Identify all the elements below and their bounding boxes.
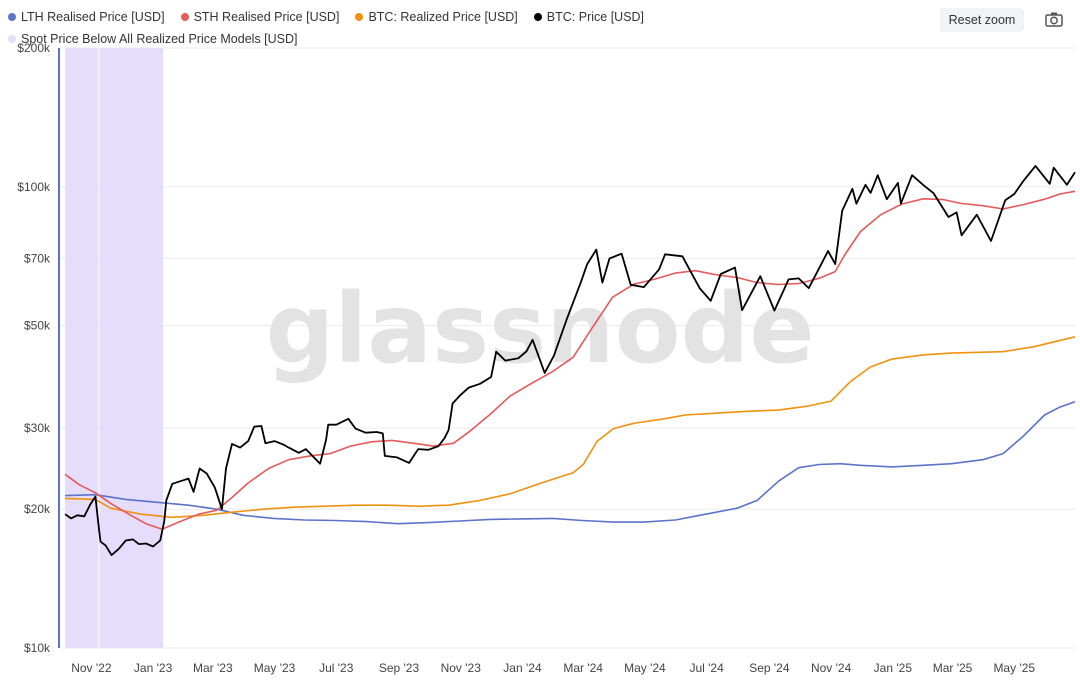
legend-marker-sth xyxy=(180,13,189,21)
shaded-region-0 xyxy=(65,48,99,648)
x-tick-label-nov-22: Nov '22 xyxy=(71,661,112,675)
legend-item-lth[interactable]: LTH Realised Price [USD] xyxy=(8,10,165,24)
x-tick-label-jul-24: Jul '24 xyxy=(689,661,724,675)
series-line-btc-realized-price-usd xyxy=(65,336,1076,519)
series-line-lth-realised-price-usd xyxy=(65,400,1076,525)
x-tick-label-jul-23: Jul '23 xyxy=(319,661,354,675)
legend-row-2: Spot Price Below All Realized Price Mode… xyxy=(8,28,908,50)
y-tick-label-50k: $50k xyxy=(24,319,51,333)
legend-marker-price xyxy=(533,13,542,21)
chart-series xyxy=(64,165,1076,556)
legend-marker-spot-below xyxy=(8,35,16,43)
watermark: glassnode xyxy=(266,273,815,385)
legend-marker-realized xyxy=(355,13,364,21)
x-tick-label-jan-25: Jan '25 xyxy=(874,661,913,675)
legend-marker-lth xyxy=(8,13,16,21)
y-tick-label-70k: $70k xyxy=(24,251,51,265)
y-axis-ticks: $10k $20k $30k $50k $70k $100k $200k xyxy=(17,41,51,655)
x-tick-label-jan-23: Jan '23 xyxy=(134,661,173,675)
x-tick-label-may-24: May '24 xyxy=(624,661,666,675)
shaded-region-1 xyxy=(99,48,164,648)
reset-zoom-button[interactable]: Reset zoom xyxy=(940,8,1024,32)
x-tick-label-nov-24: Nov '24 xyxy=(811,661,852,675)
series-line-btc-price-usd xyxy=(64,165,1076,556)
x-tick-label-mar-24: Mar '24 xyxy=(563,661,603,675)
x-tick-label-sep-24: Sep '24 xyxy=(749,661,790,675)
legend-label-realized: BTC: Realized Price [USD] xyxy=(368,10,518,24)
legend-label-price: BTC: Price [USD] xyxy=(546,10,645,24)
x-tick-label-sep-23: Sep '23 xyxy=(379,661,420,675)
y-tick-label-100k: $100k xyxy=(17,180,51,194)
series-line-sth-realised-price-usd xyxy=(64,190,1076,530)
chart-gridlines xyxy=(60,47,1076,649)
legend-item-price[interactable]: BTC: Price [USD] xyxy=(533,10,645,24)
legend-item-spot-below[interactable]: Spot Price Below All Realized Price Mode… xyxy=(8,32,298,46)
x-tick-label-mar-25: Mar '25 xyxy=(933,661,973,675)
y-tick-label-30k: $30k xyxy=(24,421,51,435)
legend-label-spot-below: Spot Price Below All Realized Price Mode… xyxy=(21,32,298,46)
legend-item-sth[interactable]: STH Realised Price [USD] xyxy=(180,10,340,24)
camera-button[interactable] xyxy=(1042,9,1066,31)
legend-label-sth: STH Realised Price [USD] xyxy=(193,10,340,24)
x-tick-label-may-23: May '23 xyxy=(254,661,296,675)
x-tick-label-mar-23: Mar '23 xyxy=(193,661,233,675)
shaded-regions xyxy=(65,48,164,648)
y-tick-label-200k: $200k xyxy=(17,41,51,55)
chart-legend: LTH Realised Price [USD] STH Realised Pr… xyxy=(8,6,908,50)
x-tick-label-jan-24: Jan '24 xyxy=(503,661,542,675)
x-tick-label-nov-23: Nov '23 xyxy=(441,661,482,675)
legend-item-realized[interactable]: BTC: Realized Price [USD] xyxy=(355,10,518,24)
legend-row-1: LTH Realised Price [USD] STH Realised Pr… xyxy=(8,6,908,28)
y-tick-label-20k: $20k xyxy=(24,502,51,516)
y-tick-label-10k: $10k xyxy=(24,641,51,655)
camera-icon xyxy=(1045,12,1063,27)
x-axis-ticks: Nov '22 Jan '23 Mar '23 May '23 Jul '23 Sep '… xyxy=(71,661,1035,675)
legend-label-lth: LTH Realised Price [USD] xyxy=(21,10,165,24)
x-tick-label-may-25: May '25 xyxy=(993,661,1035,675)
